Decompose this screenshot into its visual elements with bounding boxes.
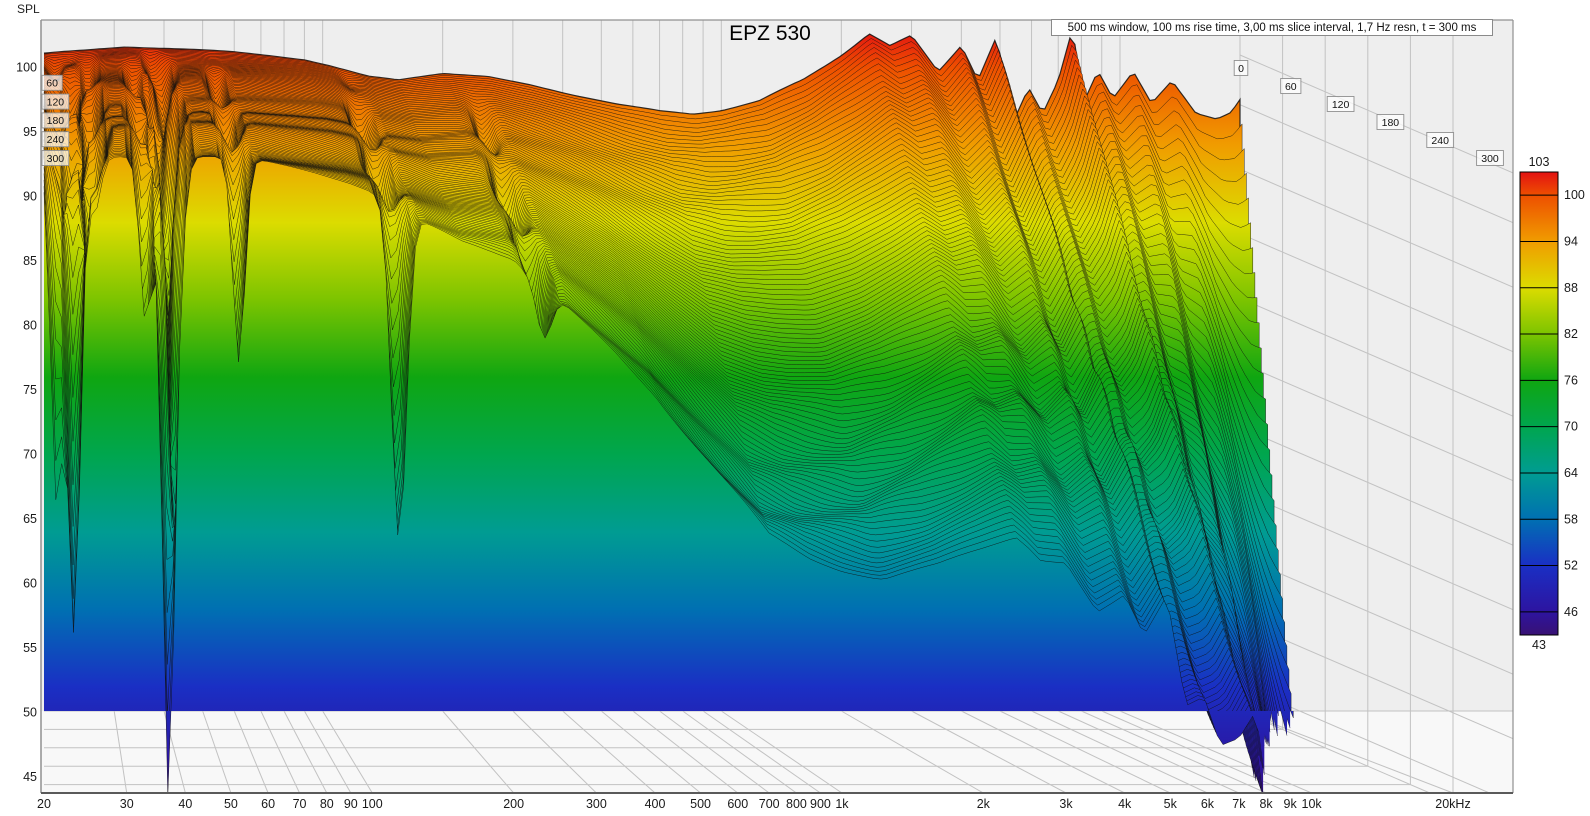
y-tick-label: 85 (23, 254, 37, 268)
y-axis-labels: 100 95 90 85 80 75 70 65 60 55 50 45 (16, 61, 37, 785)
colorbar-gradient (1519, 171, 1559, 636)
colorbar-tick-label: 64 (1564, 466, 1578, 480)
y-tick-label: 60 (23, 577, 37, 591)
x-tick-label: 50 (224, 797, 238, 811)
x-tick-label: 70 (293, 797, 307, 811)
time-label-right: 180 (1382, 117, 1400, 129)
time-label-left: 300 (47, 153, 65, 165)
colorbar-tick-label: 46 (1564, 605, 1578, 619)
y-tick-label: 55 (23, 641, 37, 655)
x-tick-label: 90 (344, 797, 358, 811)
x-tick-label: 60 (261, 797, 275, 811)
colorbar-tick-label: 100 (1564, 188, 1585, 202)
time-label-right: 240 (1431, 135, 1449, 147)
colorbar-tick-label: 88 (1564, 281, 1578, 295)
time-label-left: 60 (46, 78, 58, 90)
x-tick-label: 700 (759, 797, 780, 811)
y-tick-label: 50 (23, 706, 37, 720)
x-tick-label: 30 (120, 797, 134, 811)
x-tick-label: 2k (977, 797, 991, 811)
x-tick-label: 20kHz (1435, 797, 1470, 811)
y-tick-label: 65 (23, 512, 37, 526)
y-tick-label: 95 (23, 125, 37, 139)
y-tick-label: 100 (16, 61, 37, 75)
x-tick-label: 9k (1284, 797, 1298, 811)
colorbar-tick-label: 82 (1564, 327, 1578, 341)
y-tick-label: 75 (23, 383, 37, 397)
x-tick-label: 300 (586, 797, 607, 811)
colorbar-tick-label: 70 (1564, 420, 1578, 434)
x-axis-labels: 20 30 40 50 60 70 80 90 100 200 300 400 500 600 700 800… (37, 797, 1471, 811)
x-tick-label: 500 (690, 797, 711, 811)
x-tick-label: 200 (503, 797, 524, 811)
waterfall-surface (43, 33, 1294, 793)
x-tick-label: 4k (1118, 797, 1132, 811)
colorbar-tick-label: 76 (1564, 373, 1578, 387)
colorbar-tick-label: 52 (1564, 559, 1578, 573)
spl-axis-title: SPL (17, 2, 40, 16)
time-labels-left: 60 120 180 240 300 (41, 74, 70, 166)
x-tick-label: 10k (1302, 797, 1323, 811)
colorbar-min-label: 43 (1532, 638, 1546, 652)
time-label-right: 120 (1332, 99, 1350, 111)
x-tick-label: 80 (320, 797, 334, 811)
time-label-left: 240 (47, 134, 65, 146)
time-labels-right: 0 60 120 180 240 300 (1233, 60, 1504, 166)
x-tick-label: 600 (727, 797, 748, 811)
chart-title: EPZ 530 (729, 22, 811, 45)
y-tick-label: 45 (23, 770, 37, 784)
time-label-right: 300 (1481, 153, 1499, 165)
x-tick-label: 7k (1232, 797, 1246, 811)
y-tick-label: 70 (23, 448, 37, 462)
colorbar-tick-label: 58 (1564, 512, 1578, 526)
measurement-settings-annotation: 500 ms window, 100 ms rise time, 3,00 ms… (1051, 19, 1493, 36)
x-tick-label: 1k (835, 797, 849, 811)
x-tick-label: 800 (786, 797, 807, 811)
time-label-right: 60 (1285, 81, 1297, 93)
colorbar-legend: 100 94 88 82 76 70 64 58 52 46 103 43 (1519, 155, 1585, 652)
x-tick-label: 400 (645, 797, 666, 811)
time-label-right: 0 (1238, 63, 1244, 75)
time-label-left: 180 (47, 115, 65, 127)
time-label-left: 120 (47, 96, 65, 108)
y-tick-label: 80 (23, 319, 37, 333)
x-tick-label: 6k (1201, 797, 1215, 811)
x-tick-label: 8k (1259, 797, 1273, 811)
x-tick-label: 20 (37, 797, 51, 811)
colorbar-max-label: 103 (1529, 155, 1550, 169)
floor-panel (41, 711, 1513, 793)
x-tick-label: 900 (810, 797, 831, 811)
x-tick-label: 5k (1164, 797, 1178, 811)
x-tick-label: 3k (1059, 797, 1073, 811)
colorbar-tick-label: 94 (1564, 234, 1578, 248)
x-tick-label: 100 (362, 797, 383, 811)
y-tick-label: 90 (23, 190, 37, 204)
x-tick-label: 40 (178, 797, 192, 811)
